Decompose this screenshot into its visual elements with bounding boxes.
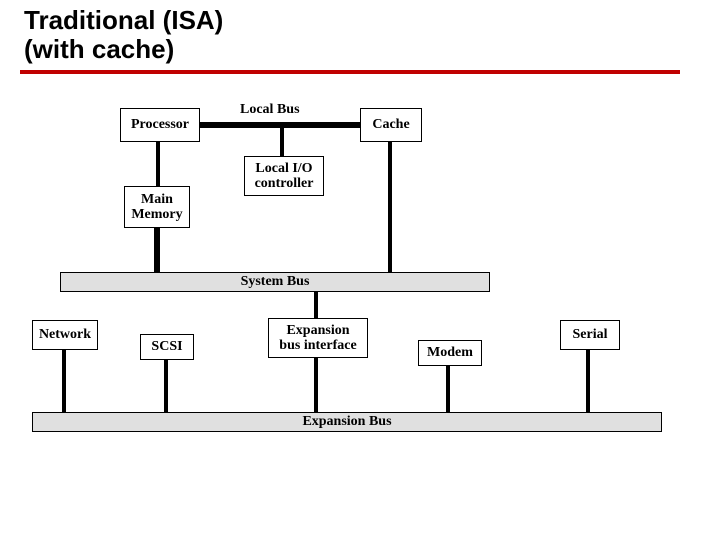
node-processor: Processor	[120, 108, 200, 142]
connector-main_memory_bottom	[154, 228, 158, 272]
local-bus	[200, 122, 360, 128]
node-serial: Serial	[560, 320, 620, 350]
page-title: Traditional (ISA) (with cache)	[24, 6, 223, 63]
connector-modem_down	[446, 366, 450, 412]
connector-scsi_down	[164, 360, 168, 412]
isa-bus-diagram: Local Bus System Bus Expansion Bus Processo…	[20, 88, 680, 468]
title-underline	[20, 70, 680, 74]
node-local-io: Local I/Ocontroller	[244, 156, 324, 196]
node-cache: Cache	[360, 108, 422, 142]
node-scsi: SCSI	[140, 334, 194, 360]
title-line-2: (with cache)	[24, 34, 174, 64]
node-exp-interface: Expansionbus interface	[268, 318, 368, 358]
connector-local_io_bottom	[280, 128, 284, 156]
connector-exp_if_up	[314, 292, 318, 318]
expansion-bus: Expansion Bus	[32, 412, 662, 432]
connector-cache_bottom	[388, 142, 392, 272]
local-bus-label: Local Bus	[240, 102, 300, 118]
node-network: Network	[32, 320, 98, 350]
node-main-memory: MainMemory	[124, 186, 190, 228]
node-modem: Modem	[418, 340, 482, 366]
connector-serial_down	[586, 350, 590, 412]
title-line-1: Traditional (ISA)	[24, 5, 223, 35]
connector-exp_if_down	[314, 358, 318, 412]
connector-network_down	[62, 350, 66, 412]
system-bus: System Bus	[60, 272, 490, 292]
